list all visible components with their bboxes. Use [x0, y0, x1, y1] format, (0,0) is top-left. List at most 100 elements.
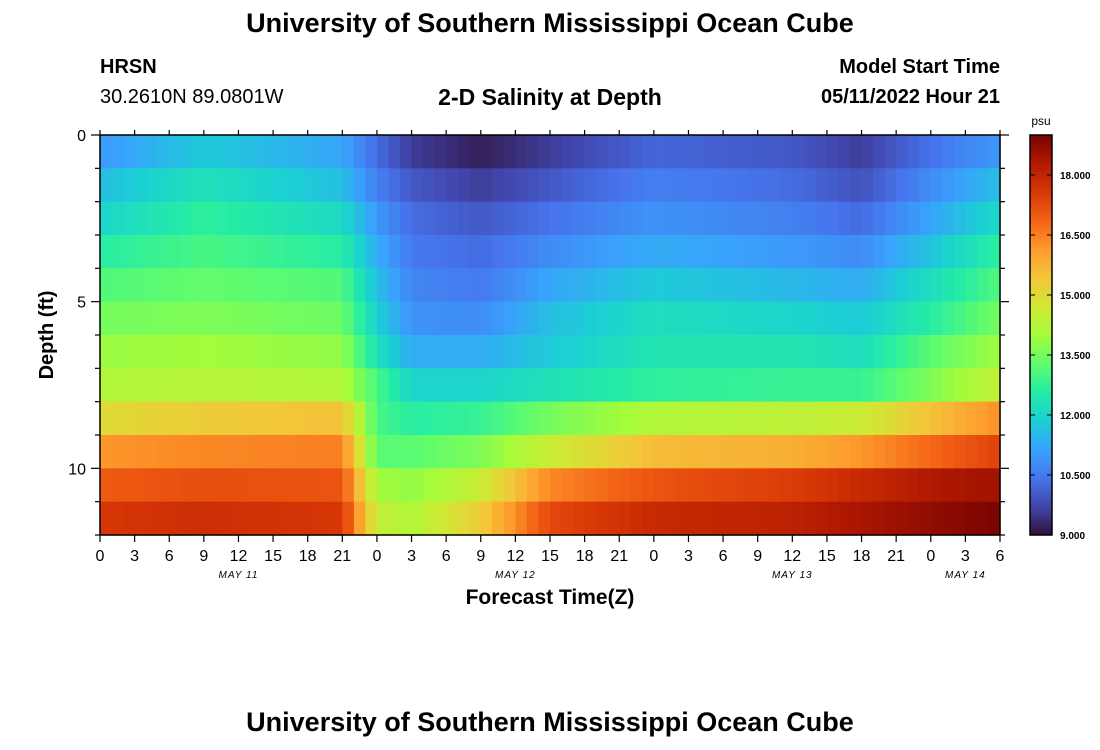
colorbar-segment [1030, 441, 1052, 446]
x-tick-label: 15 [818, 548, 836, 565]
heat-cell [400, 368, 413, 403]
colorbar-segment [1030, 358, 1052, 363]
x-tick-label: 9 [476, 548, 485, 565]
heat-cell [434, 168, 447, 203]
heat-cell [157, 168, 170, 203]
heat-cell [134, 368, 147, 403]
x-tick-label: 15 [541, 548, 559, 565]
heat-cell [100, 468, 113, 503]
heat-cell [850, 335, 863, 369]
heat-cell [273, 235, 286, 269]
heat-cell [238, 368, 251, 403]
heat-cell [457, 468, 470, 503]
heat-cell [538, 235, 551, 269]
heat-cell [469, 301, 482, 336]
heat-cell [423, 501, 436, 536]
heat-cell [676, 368, 690, 403]
heat-cell [215, 435, 228, 469]
heat-cell [873, 501, 886, 536]
heat-cell [653, 135, 666, 169]
heat-cell [573, 201, 586, 236]
heat-cell [365, 501, 378, 536]
heat-cell [653, 501, 666, 536]
heat-cell [526, 168, 540, 203]
heat-cell [365, 435, 378, 469]
heat-cell [515, 435, 528, 469]
heat-cell [388, 168, 401, 203]
x-tick-label: 6 [165, 548, 174, 565]
heat-cell [976, 301, 990, 336]
heat-cell [538, 201, 551, 236]
heat-cell [226, 168, 240, 203]
heat-cell [826, 201, 840, 236]
heat-cell [884, 235, 897, 269]
heat-cell [353, 268, 366, 303]
heat-cell [100, 435, 113, 469]
heat-cell [630, 268, 643, 303]
heat-cell [215, 468, 228, 503]
heat-cell [734, 335, 747, 369]
heat-cell [573, 435, 586, 469]
heat-cell [319, 368, 332, 403]
heat-cell [757, 335, 770, 369]
heat-cell [480, 501, 493, 536]
heat-cell [838, 368, 851, 403]
heat-cell [423, 468, 436, 503]
heat-cell [550, 301, 563, 336]
colorbar-segment [1030, 451, 1052, 456]
heat-cell [261, 435, 274, 469]
heat-cell [723, 268, 736, 303]
colorbar-segment [1030, 255, 1052, 259]
heat-cell [815, 268, 828, 303]
heat-cell [376, 501, 390, 536]
heat-cell [146, 401, 159, 436]
heat-cell [250, 501, 263, 536]
heat-cell [215, 235, 228, 269]
heat-cell [480, 335, 493, 369]
heat-cell [469, 335, 482, 369]
x-tick-label: 18 [576, 548, 594, 565]
heat-cell [596, 468, 609, 503]
heat-cell [746, 501, 759, 536]
colorbar-segment [1030, 351, 1052, 356]
x-tick-label: 21 [887, 548, 905, 565]
heat-cell [411, 201, 424, 236]
heat-cell [330, 401, 343, 436]
heat-cell [976, 168, 990, 203]
heat-cell [284, 401, 297, 436]
heat-cell [884, 201, 897, 236]
heat-cell [838, 435, 851, 469]
heat-cell [376, 201, 390, 236]
heat-cell [850, 268, 863, 303]
heat-cell [815, 301, 828, 336]
heat-cell [815, 201, 828, 236]
heat-cell [457, 268, 470, 303]
heat-cell [942, 301, 955, 336]
heat-cell [907, 168, 920, 203]
heat-cell [757, 135, 770, 169]
heat-cell [296, 268, 309, 303]
heat-cell [157, 468, 170, 503]
heat-cell [988, 468, 1001, 503]
heat-cell [515, 168, 528, 203]
colorbar-frame [1029, 134, 1053, 536]
colorbar-segment [1030, 181, 1052, 186]
heat-cell [342, 301, 355, 336]
heat-cell [665, 335, 678, 369]
colorbar-segment [1030, 238, 1052, 243]
heat-cell [469, 401, 482, 436]
heat-cell [630, 135, 643, 169]
heat-cell [123, 235, 136, 269]
heat-cell [665, 135, 678, 169]
heat-cell [988, 301, 1001, 336]
heat-cell [192, 335, 205, 369]
heat-cell [780, 401, 793, 436]
footer-title: University of Southern Mississippi Ocean… [246, 707, 854, 737]
heat-cell [884, 401, 897, 436]
heat-cell [884, 135, 897, 169]
heat-cell [723, 468, 736, 503]
heat-cell [353, 235, 366, 269]
heat-cell [388, 201, 401, 236]
heat-cell [665, 435, 678, 469]
heat-cell [919, 401, 932, 436]
